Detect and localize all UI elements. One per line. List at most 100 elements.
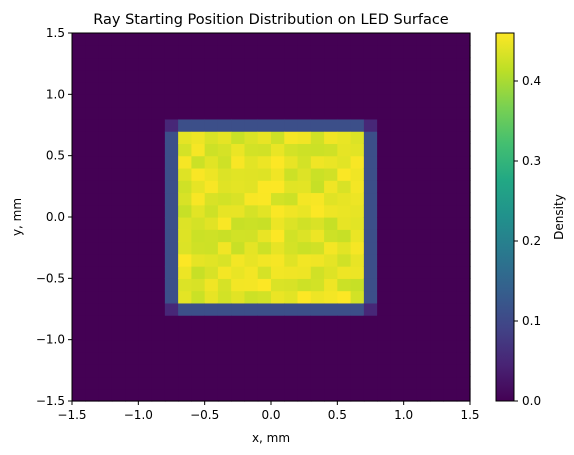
heatmap-cell [164, 290, 179, 304]
heatmap-cell [125, 106, 139, 120]
heatmap-cell [443, 118, 458, 132]
heatmap-cell [257, 266, 272, 279]
heatmap-cell [271, 241, 285, 255]
heatmap-cell [257, 106, 272, 120]
heatmap-cell [231, 69, 246, 83]
heatmap-cell [403, 131, 418, 144]
heatmap-cell [284, 118, 299, 132]
heatmap-cell [191, 339, 206, 353]
heatmap-cell [257, 131, 272, 144]
heatmap-cell [456, 180, 471, 194]
heatmap-cell [217, 33, 232, 46]
heatmap-cell [416, 376, 431, 390]
heatmap-cell [284, 57, 299, 71]
heatmap-cell [257, 167, 272, 181]
heatmap-cell [430, 278, 445, 292]
heatmap-cell [244, 327, 259, 341]
heatmap-cell [271, 204, 285, 218]
heatmap-cell [377, 327, 391, 341]
heatmap-cell [337, 241, 352, 255]
heatmap-cell [164, 180, 179, 194]
heatmap-cell [85, 143, 100, 157]
heatmap-cell [164, 45, 179, 59]
colorbar-tick-label: 0.0 [522, 394, 541, 408]
heatmap-cell [98, 82, 113, 95]
heatmap-cell [271, 33, 285, 46]
heatmap-cell [138, 266, 153, 279]
heatmap-cell [111, 388, 126, 402]
heatmap-cell [390, 376, 405, 390]
heatmap-cell [244, 266, 259, 279]
heatmap-cell [390, 302, 405, 316]
heatmap-cell [310, 364, 325, 378]
heatmap-cell [164, 229, 179, 243]
heatmap-cell [324, 302, 338, 316]
heatmap-cell [138, 57, 153, 71]
heatmap-cell [363, 253, 378, 267]
heatmap-cell [191, 388, 206, 402]
heatmap-cell [377, 155, 391, 169]
heatmap-cell [403, 155, 418, 169]
heatmap-cell [244, 180, 259, 194]
heatmap-cell [111, 82, 126, 95]
heatmap-cell [257, 364, 272, 378]
heatmap-cell [125, 131, 139, 144]
heatmap-cell [98, 180, 113, 194]
heatmap-cell [456, 69, 471, 83]
heatmap-cell [125, 118, 139, 132]
colorbar-ticks: 0.0 0.1 0.2 0.3 0.4 [514, 74, 541, 408]
heatmap-cell [297, 339, 312, 353]
heatmap-cell [377, 364, 391, 378]
heatmap-cell [151, 266, 166, 279]
heatmap-cell [85, 290, 100, 304]
heatmap-cell [297, 131, 312, 144]
heatmap-cell [443, 302, 458, 316]
heatmap-cell [416, 327, 431, 341]
heatmap-cell [324, 315, 338, 328]
heatmap-cell [257, 302, 272, 316]
heatmap-cell [125, 388, 139, 402]
heatmap-cell [125, 327, 139, 341]
heatmap-cell [284, 167, 299, 181]
heatmap-cell [390, 131, 405, 144]
colorbar-label: Density [552, 194, 566, 240]
heatmap-cell [377, 351, 391, 365]
heatmap-cell [310, 204, 325, 218]
heatmap-cell [350, 192, 365, 206]
heatmap-cell [204, 106, 219, 120]
heatmap-cell [271, 94, 285, 108]
heatmap-cell [231, 266, 246, 279]
heatmap-cell [310, 217, 325, 230]
heatmap-cell [85, 388, 100, 402]
heatmap-cell [456, 351, 471, 365]
heatmap-cell [111, 192, 126, 206]
heatmap-cell [284, 253, 299, 267]
heatmap-cell [284, 180, 299, 194]
heatmap-cell [138, 45, 153, 59]
heatmap-cell [271, 351, 285, 365]
heatmap-cell [430, 82, 445, 95]
heatmap-cell [138, 376, 153, 390]
heatmap-cell [350, 118, 365, 132]
heatmap-cell [456, 131, 471, 144]
heatmap-cell [403, 266, 418, 279]
chart-title: Ray Starting Position Distribution on LE… [93, 12, 449, 28]
heatmap-cell [456, 315, 471, 328]
heatmap-cell [310, 106, 325, 120]
heatmap-cell [350, 106, 365, 120]
heatmap-cell [430, 57, 445, 71]
heatmap-cell [138, 327, 153, 341]
heatmap-cell [178, 229, 192, 243]
heatmap-cell [191, 315, 206, 328]
heatmap-cell [337, 69, 352, 83]
heatmap-cell [231, 33, 246, 46]
heatmap-cell [377, 192, 391, 206]
heatmap-cell [297, 217, 312, 230]
heatmap-cell [271, 192, 285, 206]
heatmap-cell [416, 302, 431, 316]
heatmap-cell [204, 302, 219, 316]
heatmap-cell [178, 253, 192, 267]
heatmap-cell [125, 266, 139, 279]
heatmap-cell [231, 82, 246, 95]
heatmap-cell [443, 106, 458, 120]
